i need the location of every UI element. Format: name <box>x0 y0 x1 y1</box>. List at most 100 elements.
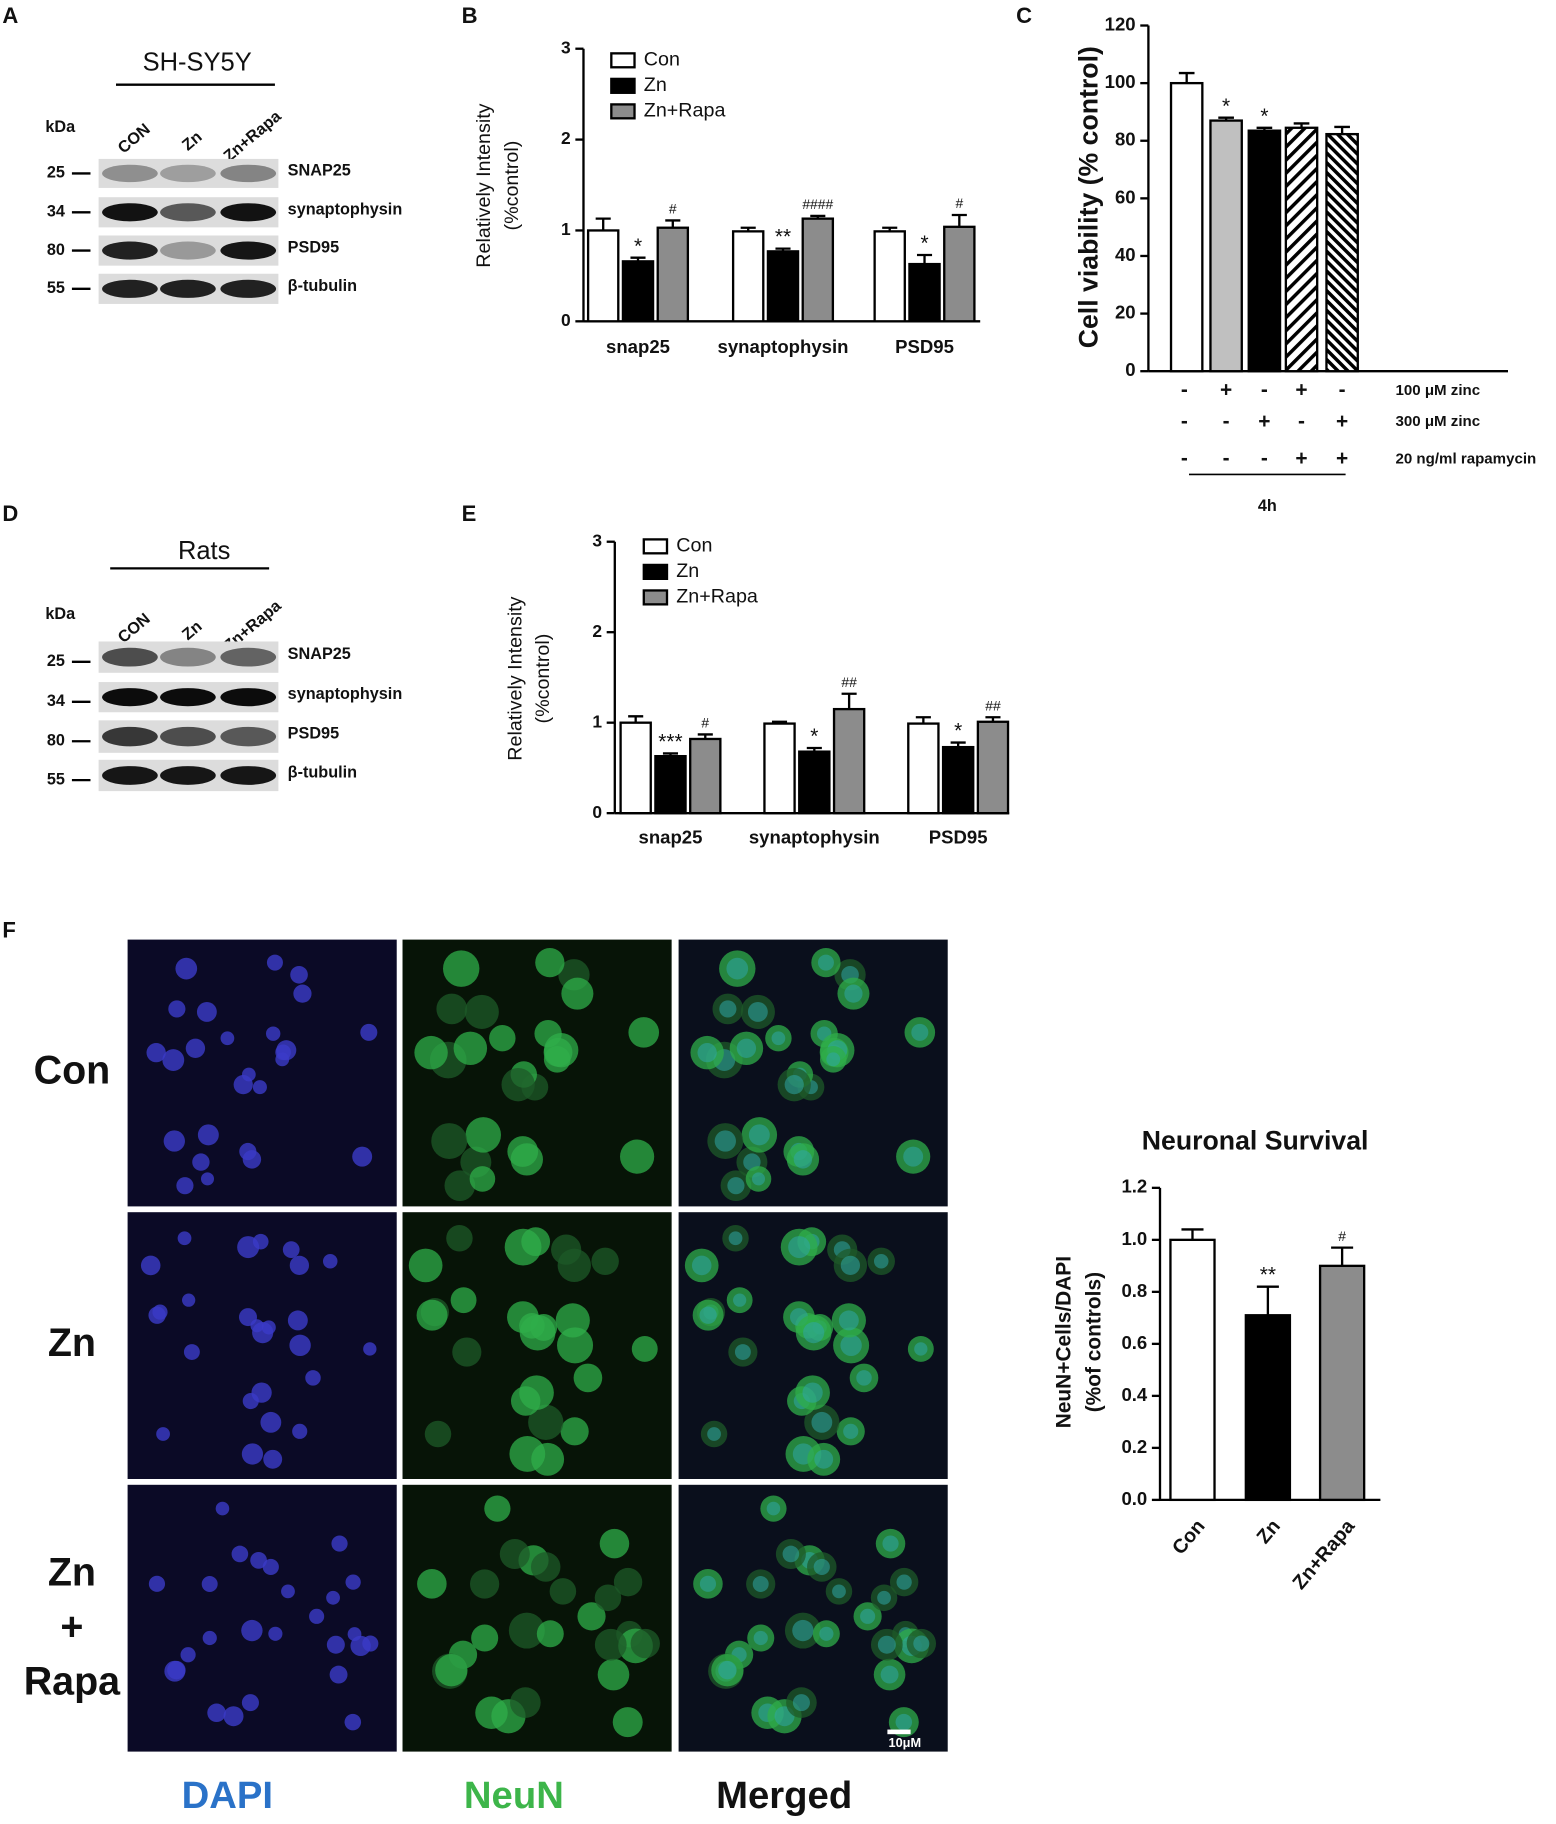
error-bar <box>1178 71 1195 84</box>
dapi-nucleus <box>344 1713 362 1731</box>
bar <box>941 745 975 815</box>
neun-cell <box>597 1658 630 1691</box>
micrograph <box>127 939 397 1207</box>
significance-label: # <box>669 201 677 217</box>
neun-cell <box>528 1404 564 1440</box>
bar <box>1169 1238 1216 1502</box>
neun-cell <box>620 1139 655 1174</box>
y-tick-label: 0.2 <box>1121 1436 1147 1457</box>
dapi-nucleus <box>728 1231 743 1246</box>
dapi-nucleus <box>911 1023 929 1041</box>
dapi-nucleus <box>896 1574 912 1590</box>
blot-band <box>160 726 216 747</box>
neun-cell <box>594 1584 622 1612</box>
dapi-nucleus <box>345 1574 361 1590</box>
dapi-nucleus <box>252 1322 274 1344</box>
significance-label: # <box>1338 1228 1346 1244</box>
neun-cell <box>560 1417 589 1446</box>
neun-cell <box>469 1166 496 1192</box>
dapi-nucleus <box>207 1703 226 1723</box>
neun-cell <box>561 977 594 1010</box>
dapi-nucleus <box>148 1575 166 1592</box>
condition-label: 300 μM zinc <box>1395 413 1480 430</box>
dapi-nucleus <box>202 1630 217 1646</box>
neun-cell <box>555 1303 590 1338</box>
condition-mark: - <box>1261 447 1268 470</box>
scale-bar <box>887 1729 911 1735</box>
dapi-nucleus <box>363 1342 377 1356</box>
y-tick-label: 120 <box>1105 13 1136 34</box>
protein-label: SNAP25 <box>288 645 351 663</box>
neun-cell <box>631 1335 658 1362</box>
marker-label: 25 <box>47 652 65 670</box>
bar <box>766 250 800 323</box>
legend-label: Con <box>676 535 712 557</box>
blot-band <box>160 766 216 785</box>
x-tick-label: Zn <box>1253 1515 1285 1548</box>
dapi-nucleus <box>727 1177 745 1195</box>
dapi-nucleus <box>251 1382 272 1403</box>
dapi-nucleus <box>331 1535 348 1552</box>
bar <box>1247 129 1282 373</box>
blot-band <box>102 164 158 183</box>
dapi-nucleus <box>873 1254 889 1269</box>
dapi-nucleus <box>242 1150 262 1169</box>
y-tick-label: 2 <box>592 621 602 641</box>
dapi-nucleus <box>736 1038 757 1058</box>
condition-mark: - <box>1181 410 1188 433</box>
neun-cell <box>446 1225 473 1252</box>
blot-band <box>160 164 216 183</box>
dapi-nucleus <box>162 1049 185 1071</box>
panel-label: A <box>2 3 18 28</box>
dapi-nucleus <box>752 1576 769 1593</box>
row-label: Zn <box>48 1551 96 1595</box>
bar <box>1209 119 1243 373</box>
significance-label: * <box>810 725 818 748</box>
significance-label: ** <box>1260 1264 1276 1287</box>
dapi-nucleus <box>241 1694 259 1712</box>
dapi-nucleus <box>697 1042 717 1063</box>
dapi-nucleus <box>281 1584 295 1599</box>
neun-cell <box>519 1375 554 1410</box>
blot-band <box>220 688 277 707</box>
condition-mark: + <box>1295 447 1307 470</box>
blot-band <box>160 241 216 260</box>
dapi-nucleus <box>260 1411 282 1433</box>
dapi-nucleus <box>766 1501 781 1516</box>
dapi-nucleus <box>784 1075 804 1095</box>
neun-cell <box>594 1628 627 1661</box>
significance-label: # <box>955 195 963 211</box>
scale-bar-label: 10μM <box>888 1735 921 1750</box>
blot-band <box>102 766 158 785</box>
neun-cell <box>557 1327 594 1364</box>
neun-cell <box>452 1337 482 1367</box>
dapi-nucleus <box>326 1635 345 1654</box>
neun-cell <box>536 1620 564 1648</box>
significance-label: * <box>954 720 962 743</box>
kda-label: kDa <box>45 118 76 136</box>
dapi-nucleus <box>231 1545 249 1563</box>
error-bar <box>1331 1246 1354 1266</box>
dapi-nucleus <box>200 1172 215 1186</box>
y-tick-label: 1.0 <box>1121 1228 1147 1249</box>
dapi-nucleus <box>699 1306 717 1324</box>
dapi-nucleus <box>691 1255 712 1276</box>
y-axis-label: Relatively Intensity <box>473 103 495 267</box>
dapi-nucleus <box>707 1427 721 1441</box>
error-bar <box>697 733 713 739</box>
dapi-nucleus <box>751 1172 766 1186</box>
dapi-nucleus <box>185 1038 206 1058</box>
y-tick-label: 1.2 <box>1121 1176 1147 1197</box>
neun-cell <box>417 1569 447 1599</box>
legend-swatch <box>610 52 636 69</box>
error-bar <box>915 716 931 724</box>
dapi-nucleus <box>309 1608 325 1624</box>
dapi-nucleus <box>856 1370 872 1386</box>
error-bar <box>665 219 681 228</box>
neun-cell <box>599 1528 630 1559</box>
bar <box>1244 1314 1292 1502</box>
bar <box>943 225 976 323</box>
dapi-nucleus <box>753 1630 768 1646</box>
y-tick-label: 3 <box>592 530 602 550</box>
neun-cell <box>453 1031 488 1066</box>
